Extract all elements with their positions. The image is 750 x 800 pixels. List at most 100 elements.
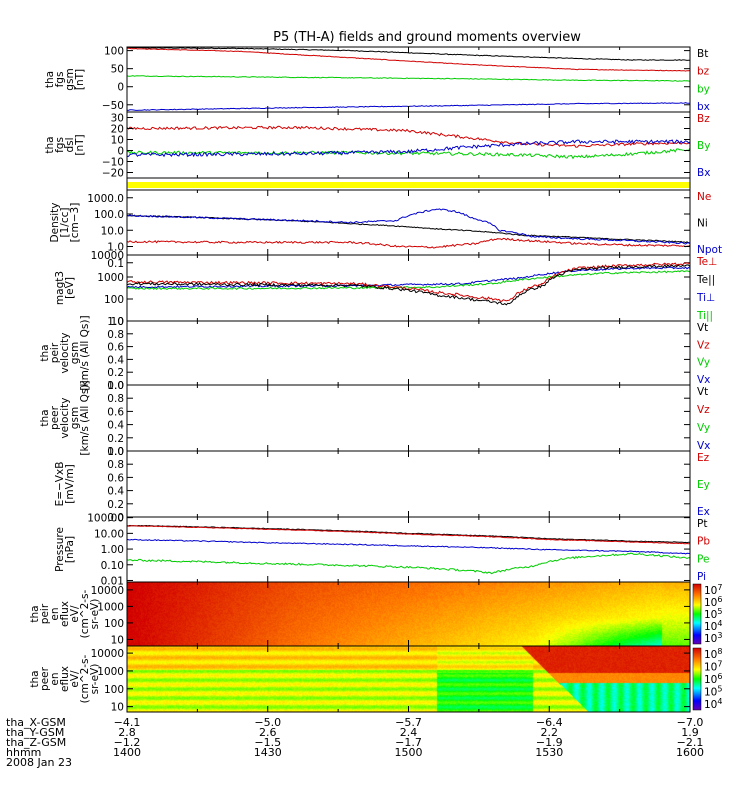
y-tick-label: 0.10 xyxy=(101,560,124,572)
legend-entry: Npot xyxy=(697,244,722,256)
y-tick-label: 0.4 xyxy=(107,486,124,498)
panel-peir-velocity: 1.00.80.60.40.20.0thapeirvelocitygsm[km/… xyxy=(39,315,710,392)
legend-entry: Bt xyxy=(697,48,708,60)
legend-entry: Vt xyxy=(697,386,708,398)
y-tick-label: 1.0 xyxy=(107,380,124,392)
y-axis-label: magt3 xyxy=(54,271,66,305)
y-tick-label: 100 xyxy=(104,684,124,696)
series-0-1 xyxy=(127,47,691,72)
footer-value: 2.6 xyxy=(259,726,277,739)
footer-value: 1400 xyxy=(113,746,141,759)
legend-entry: Vz xyxy=(697,404,710,416)
y-tick-label: 10000 xyxy=(91,250,124,262)
series-1-1 xyxy=(126,147,691,160)
legend-entry: Pb xyxy=(697,536,710,548)
y-tick-label: −20 xyxy=(102,168,124,180)
y-tick-label: 30 xyxy=(111,113,124,125)
footer-value: −1.5 xyxy=(254,736,281,749)
y-tick-label: 0.0 xyxy=(107,446,124,458)
y-axis-label: [mV/m] xyxy=(64,464,76,503)
series-3-2 xyxy=(126,237,691,249)
legend-entry: Vt xyxy=(697,322,708,334)
legend-entry: Vx xyxy=(697,374,710,386)
y-tick-label: 0.01 xyxy=(101,575,124,587)
legend-entry: Te⊥ xyxy=(696,256,717,268)
y-axis-label: Density xyxy=(49,203,61,243)
y-tick-label: 0.0 xyxy=(107,380,124,392)
y-tick-label: 1.00 xyxy=(101,544,124,556)
y-tick-label: 100 xyxy=(104,294,124,306)
y-axis-label: [nT] xyxy=(74,69,86,90)
y-tick-label: 0.8 xyxy=(107,393,124,405)
y-axis-label: tha xyxy=(39,344,51,361)
legend-entry: by xyxy=(697,83,710,95)
panel-peer-velocity: 1.00.80.60.40.20.0thapeervelocitygsm[km/… xyxy=(39,380,710,458)
colorbar-label: 107 xyxy=(704,583,722,597)
footer-value: 1430 xyxy=(254,746,282,759)
y-axis-label: eflux xyxy=(59,666,71,692)
footer-value: −1.2 xyxy=(114,736,141,749)
y-axis-label: peer xyxy=(49,405,61,430)
flag-band xyxy=(127,182,690,188)
panel-pressure: 100.00 10.00 1.00 0.10 0.01 Pressure[nPa] Pt Pb… xyxy=(54,513,710,588)
series-3-0 xyxy=(127,214,690,244)
y-axis-label: en xyxy=(49,672,61,685)
y-axis-label: (cm^2-s- xyxy=(79,654,91,703)
colorbar-label: 106 xyxy=(704,595,722,609)
panel-frame xyxy=(126,450,691,518)
y-axis-label: gsm xyxy=(69,407,81,429)
footer-value: −7.0 xyxy=(677,716,704,729)
colorbar-label: 104 xyxy=(704,619,722,633)
series-8-2 xyxy=(126,538,691,555)
y-axis-label: [eV] xyxy=(64,277,76,299)
y-axis-label: gsm xyxy=(64,68,76,90)
y-tick-label: −50 xyxy=(102,100,124,112)
y-axis-label: eflux xyxy=(59,601,71,627)
footer-row-label: hhmm xyxy=(6,746,41,759)
y-tick-label: 1.0 xyxy=(107,316,124,328)
legend-entry: Ez xyxy=(697,452,710,464)
legend-entry: Ti⊥ xyxy=(696,292,715,304)
y-tick-label: 0 xyxy=(117,82,124,94)
y-tick-label: 0.4 xyxy=(107,420,124,432)
y-tick-label: 10.00 xyxy=(94,528,124,540)
footer-value: 1600 xyxy=(676,746,704,759)
y-tick-label: 0.1 xyxy=(107,258,124,270)
colorbar-label: 105 xyxy=(704,685,722,699)
panel-frame xyxy=(126,320,691,386)
colorbar-label: 106 xyxy=(704,672,722,686)
y-tick-label: 1000 xyxy=(97,666,124,678)
y-axis-label: [nT] xyxy=(74,134,86,155)
spectrogram-canvas xyxy=(127,646,690,712)
series-8-3 xyxy=(126,552,690,575)
y-tick-label: 0.6 xyxy=(107,406,124,418)
footer-value: 2.4 xyxy=(400,726,418,739)
y-axis-label: tha xyxy=(29,605,41,622)
footer-row-label: tha_X-GSM xyxy=(6,716,66,729)
y-axis-label: [cm−3] xyxy=(69,203,81,243)
footer-value: −1.9 xyxy=(536,736,563,749)
spectrogram-electron xyxy=(127,646,690,712)
y-axis-label: [km/s (All Qs)] xyxy=(79,315,91,390)
panel-frame xyxy=(126,384,691,452)
y-axis-label: en xyxy=(49,607,61,620)
panel-temperature: 10000 1000 100 10 magt3[eV] Te⊥ Te|| Ti⊥ Ti|| xyxy=(54,250,717,328)
footer-value: 1530 xyxy=(535,746,563,759)
footer-date: 2008 Jan 23 xyxy=(6,756,72,769)
y-axis-label: peer xyxy=(39,666,51,691)
y-tick-label: 10 xyxy=(111,634,124,646)
y-axis-label: [nPa] xyxy=(64,536,76,563)
y-tick-label: 10 xyxy=(111,135,124,147)
y-axis-label: fgs xyxy=(54,72,66,88)
y-tick-label: 0.8 xyxy=(107,329,124,341)
panel-frame xyxy=(126,46,691,113)
legend-entry: Te|| xyxy=(696,274,715,286)
y-tick-label: 100.0 xyxy=(94,209,124,221)
legend-entry: Ne xyxy=(697,191,711,203)
colorbar-label: 103 xyxy=(704,631,722,645)
y-tick-label: 0.6 xyxy=(107,472,124,484)
y-tick-label: 10 xyxy=(111,316,124,328)
y-axis-label: tha xyxy=(44,136,56,153)
